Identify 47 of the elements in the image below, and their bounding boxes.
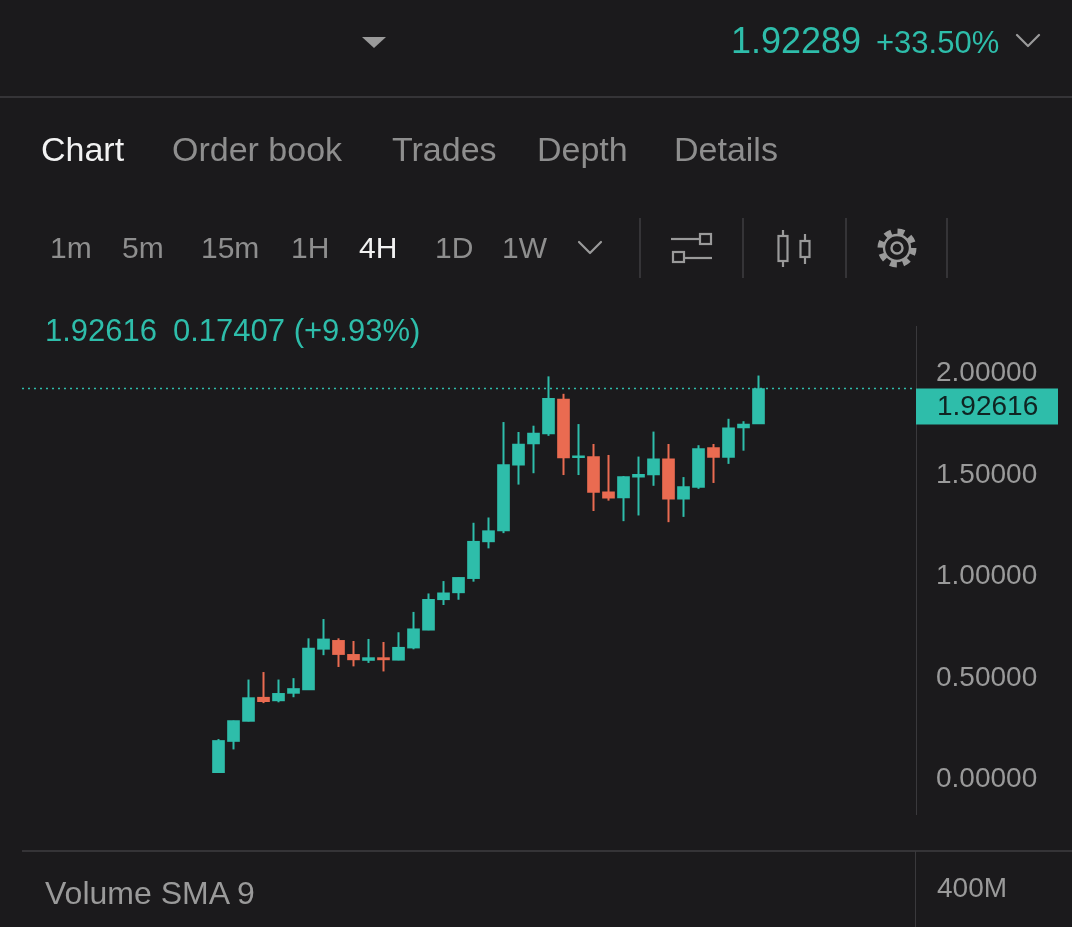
candlestick [377, 640, 390, 673]
y-tick-label: 2.00000 [936, 356, 1038, 388]
text: 15m [201, 231, 260, 264]
candlestick [482, 516, 495, 550]
annotation: 1.92616 [45, 312, 158, 348]
candlestick [287, 677, 300, 699]
candlestick [647, 430, 660, 487]
candlestick [257, 671, 270, 705]
text: +33.50% [876, 24, 1000, 60]
y-tick-label: 1.50000 [936, 457, 1038, 489]
text: 5m [122, 231, 164, 264]
candlestick [602, 453, 615, 502]
candlestick [392, 631, 405, 662]
text: Details [674, 130, 778, 168]
candlestick [707, 442, 720, 484]
candlestick [737, 420, 750, 452]
candlestick [617, 475, 630, 523]
text: Trades [392, 130, 497, 168]
annotation: 0.17407 (+9.93%) [173, 312, 421, 348]
text: 1D [435, 231, 474, 264]
text: 4H [359, 231, 398, 264]
text: Volume SMA 9 [45, 875, 255, 911]
text: 1H [291, 231, 330, 264]
candlestick [572, 423, 585, 477]
text: Chart [41, 130, 125, 168]
candlestick [272, 678, 285, 704]
text: 400M [937, 872, 1008, 903]
text: Depth [537, 130, 628, 168]
candlestick [437, 580, 450, 607]
candlestick [347, 639, 360, 668]
ref-line-label: 1.92616 [937, 390, 1039, 422]
candlestick [317, 618, 330, 657]
candlestick [452, 576, 465, 601]
text: Order book [172, 130, 343, 168]
candlestick [677, 476, 690, 518]
candlestick [527, 424, 540, 475]
y-tick-label: 1.00000 [936, 559, 1038, 591]
candlestick [512, 431, 525, 486]
y-tick-label: 0.50000 [936, 660, 1038, 692]
candlestick [332, 637, 345, 668]
text: 1m [50, 231, 92, 264]
y-tick-label: 0.00000 [936, 762, 1038, 794]
candlestick [407, 610, 420, 651]
text: 1W [502, 231, 547, 264]
text: 1.92289 [731, 20, 862, 61]
candlestick [227, 719, 240, 751]
candlestick [362, 637, 375, 664]
